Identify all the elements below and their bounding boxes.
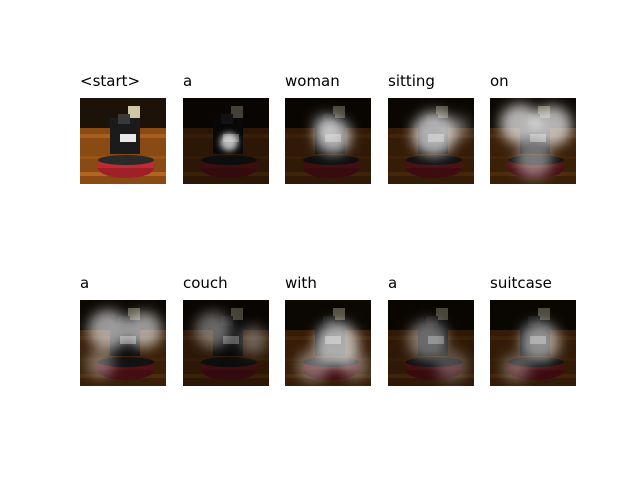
- step-word: on: [490, 72, 509, 90]
- source-image: [80, 98, 166, 184]
- step-word: a: [183, 72, 193, 90]
- step-word: <start>: [80, 72, 141, 90]
- attention-map-image: [285, 98, 371, 184]
- step-word: suitcase: [490, 274, 552, 292]
- attention-map-image: [490, 98, 576, 184]
- step-word: a: [388, 274, 398, 292]
- attention-map-image: [80, 300, 166, 386]
- step-word: woman: [285, 72, 340, 90]
- step-word: a: [80, 274, 90, 292]
- step-word: couch: [183, 274, 228, 292]
- attention-map-image: [388, 300, 474, 386]
- step-word: with: [285, 274, 317, 292]
- attention-map-image: [285, 300, 371, 386]
- attention-map-image: [183, 98, 269, 184]
- attention-map-image: [388, 98, 474, 184]
- step-word: sitting: [388, 72, 435, 90]
- attention-map-image: [183, 300, 269, 386]
- attention-map-image: [490, 300, 576, 386]
